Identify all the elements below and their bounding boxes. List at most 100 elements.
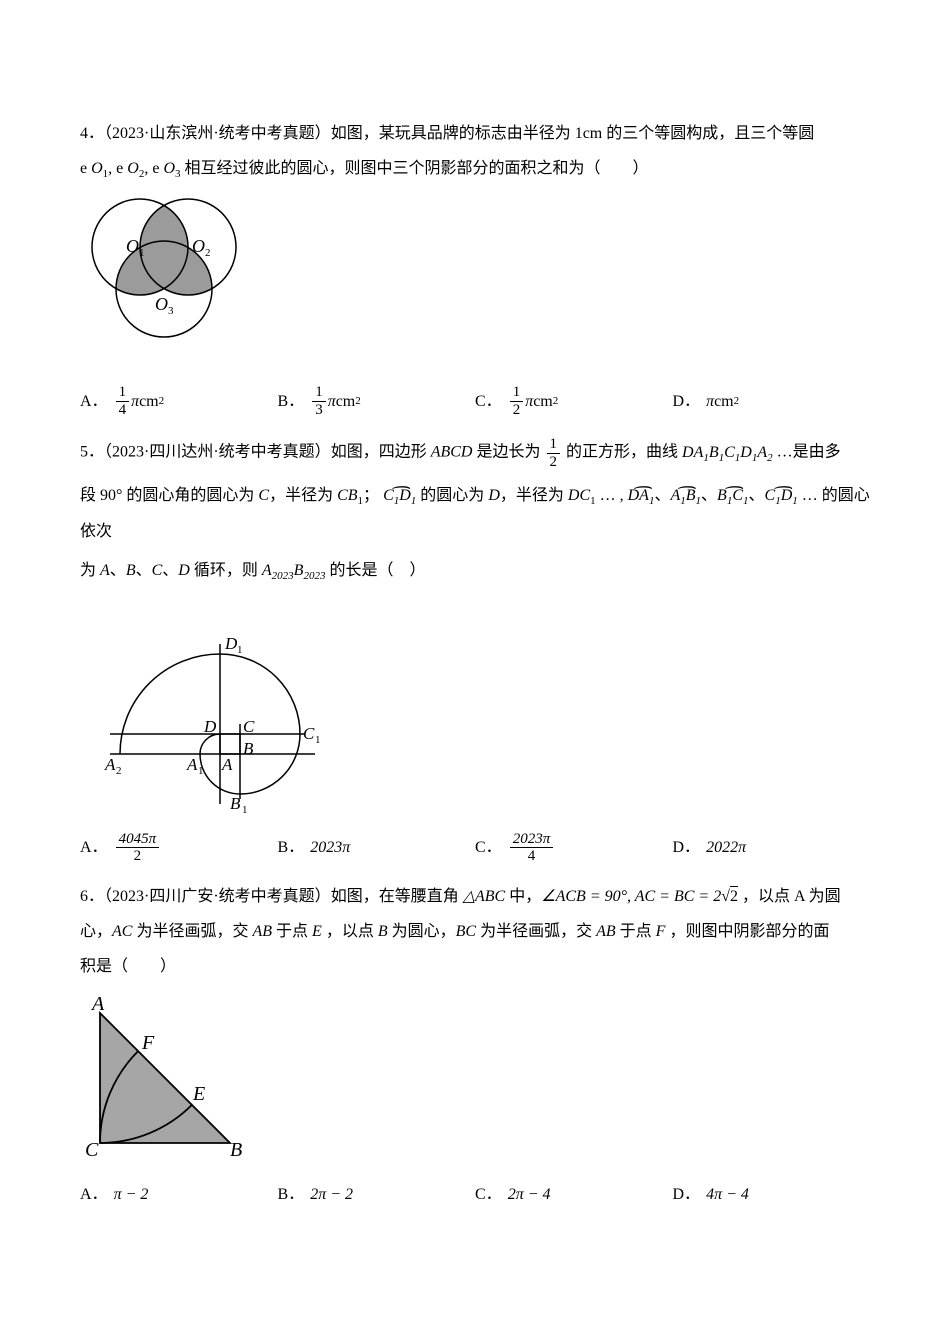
- svg-text:C: C: [243, 717, 255, 736]
- q4-B-unit: cm: [336, 388, 356, 415]
- q5-arcC1ys: 1: [775, 495, 781, 507]
- q4-D-sq: 2: [734, 392, 740, 411]
- q6-choice-C[interactable]: C． 2π − 4: [475, 1181, 673, 1208]
- q6-a: 如图，在等腰直角: [331, 888, 463, 905]
- q5-C-den: 4: [510, 848, 554, 865]
- q6-C-val: 2π − 4: [508, 1181, 551, 1208]
- q6-e: 为半径画弧，交: [132, 923, 252, 940]
- q5-ABx-s1: 2023: [272, 570, 294, 582]
- svg-text:F: F: [141, 1032, 155, 1054]
- problem-5-stem-l2: 段 90° 的圆心角的圆心为 C，半径为 CB1； C1D1 的圆心为 D，半径…: [80, 478, 870, 549]
- q5-curve: DA1B1C1D1A2: [682, 444, 773, 461]
- svg-text:2: 2: [116, 765, 122, 777]
- q5-half-n: 1: [547, 436, 561, 454]
- q5-e2: ，半径为: [269, 487, 337, 504]
- svg-text:O: O: [192, 236, 205, 256]
- q6-AC: AC: [112, 923, 132, 940]
- q4-choice-D[interactable]: D． πcm2: [673, 388, 871, 415]
- svg-text:C: C: [303, 724, 315, 743]
- q5-number: 5．: [80, 444, 104, 461]
- q5-cv2: B: [709, 444, 719, 461]
- q6-b: 中，: [505, 888, 541, 905]
- q5-CB1: CB: [337, 487, 357, 504]
- q4-A-label: A．: [80, 388, 108, 415]
- q5-source: （2023·四川达州·统考中考真题）: [104, 444, 331, 461]
- q5-A-den: 2: [116, 848, 160, 865]
- q6-AB2: AB: [596, 923, 616, 940]
- q5-A-label: A．: [80, 834, 108, 861]
- problem-6-stem-l3: 积是（ ）: [80, 953, 870, 980]
- svg-text:D: D: [203, 717, 217, 736]
- q5-choice-B[interactable]: B． 2023π: [278, 834, 476, 861]
- q5-ABCD: ABCD: [431, 444, 473, 461]
- q4-C-num: 1: [510, 384, 524, 402]
- q5-arcB1s: 1: [696, 495, 702, 507]
- q4-b2: , e: [108, 160, 127, 177]
- q6-l: 积是（ ）: [80, 958, 176, 975]
- q5-C-num: 2023π: [510, 831, 554, 849]
- q4-C-frac: 12: [510, 384, 524, 418]
- q5-arc-C1D1: C1D1: [383, 478, 416, 513]
- q5-C-label: C．: [475, 834, 502, 861]
- q4-choice-B[interactable]: B． 13πcm2: [278, 384, 476, 418]
- q6-F: F: [656, 923, 666, 940]
- page: 4．（2023·山东滨州·统考中考真题）如图，某玩具品牌的标志由半径为 1cm …: [0, 0, 950, 1286]
- q5-choices: A． 4045π2 B． 2023π C． 2023π4 D． 2022π: [80, 831, 870, 865]
- q4-b4: 相互经过彼此的圆心，则图中三个阴影部分的面积之和为（ ）: [181, 160, 649, 177]
- q4-A-pi: π: [131, 388, 139, 415]
- q5-choice-D[interactable]: D． 2022π: [673, 834, 871, 861]
- q5-C-frac: 2023π4: [510, 831, 554, 865]
- q5-arcD: D: [399, 487, 411, 504]
- q6-i: 为半径画弧，交: [476, 923, 596, 940]
- q5-arcC1s: 1: [394, 495, 400, 507]
- q5-arc-A1B1: A1B1: [670, 478, 701, 513]
- q4-choices: A． 14πcm2 B． 13πcm2 C． 12πcm2 D． πcm2: [80, 384, 870, 418]
- q5-arcB1: B: [686, 487, 696, 504]
- q6-A-val: π − 2: [114, 1181, 149, 1208]
- q5-f4: 的长是（ ）: [329, 562, 425, 579]
- q5-cv3: C: [724, 444, 735, 461]
- q5-choice-C[interactable]: C． 2023π4: [475, 831, 673, 865]
- svg-text:A: A: [186, 755, 198, 774]
- q4-source: （2023·山东滨州·统考中考真题）: [104, 125, 331, 142]
- q4-B-label: B．: [278, 388, 305, 415]
- problem-5-stem-l3: 为 A、B、C、D 循环，则 A2023B2023 的长是（ ）: [80, 557, 870, 586]
- q5-A: A: [100, 562, 110, 579]
- q5-d: …是由多: [773, 444, 841, 461]
- q4-choice-C[interactable]: C． 12πcm2: [475, 384, 673, 418]
- q4-D-unit: cm: [714, 388, 734, 415]
- q6-D-label: D．: [673, 1181, 701, 1208]
- q4-A-num: 1: [116, 384, 130, 402]
- q5-f2a: 、: [110, 562, 126, 579]
- q5-arcC: C: [383, 487, 394, 504]
- q6-j: 于点: [616, 923, 656, 940]
- q6-choice-B[interactable]: B． 2π − 2: [278, 1181, 476, 1208]
- q4-C-pi: π: [525, 388, 533, 415]
- problem-6-stem: 6．（2023·四川广安·统考中考真题）如图，在等腰直角 △ABC 中，∠ACB…: [80, 883, 870, 910]
- q6-d: 心，: [80, 923, 112, 940]
- q5-arcD1s: 1: [411, 495, 417, 507]
- q6-E: E: [312, 923, 322, 940]
- q6-source: （2023·四川广安·统考中考真题）: [104, 888, 331, 905]
- q4-D-pi: π: [706, 388, 714, 415]
- q5-D-val: 2022π: [706, 834, 746, 861]
- q5-cv5: A: [757, 444, 767, 461]
- q4-b3: , e: [144, 160, 163, 177]
- q5-choice-A[interactable]: A． 4045π2: [80, 831, 278, 865]
- q6-B-label: B．: [278, 1181, 305, 1208]
- q4-choice-A[interactable]: A． 14πcm2: [80, 384, 278, 418]
- svg-text:O: O: [126, 236, 139, 256]
- svg-text:A: A: [104, 755, 116, 774]
- q5-figure: D1 C1 B1 A1 A2 A B C D: [80, 594, 870, 823]
- q6-f: 于点: [272, 923, 312, 940]
- q6-k: ，则图中阴影部分的面: [665, 923, 829, 940]
- q6-choice-A[interactable]: A． π − 2: [80, 1181, 278, 1208]
- svg-text:A: A: [221, 755, 233, 774]
- q4-B-pi: π: [328, 388, 336, 415]
- q6-choice-D[interactable]: D． 4π − 4: [673, 1181, 871, 1208]
- q6-svg: A C B F E: [80, 988, 260, 1163]
- q6-figure: A C B F E: [80, 988, 870, 1172]
- q5-A-num: 4045π: [116, 831, 160, 849]
- q4-A-sq: 2: [159, 392, 165, 411]
- q4-number: 4．: [80, 125, 104, 142]
